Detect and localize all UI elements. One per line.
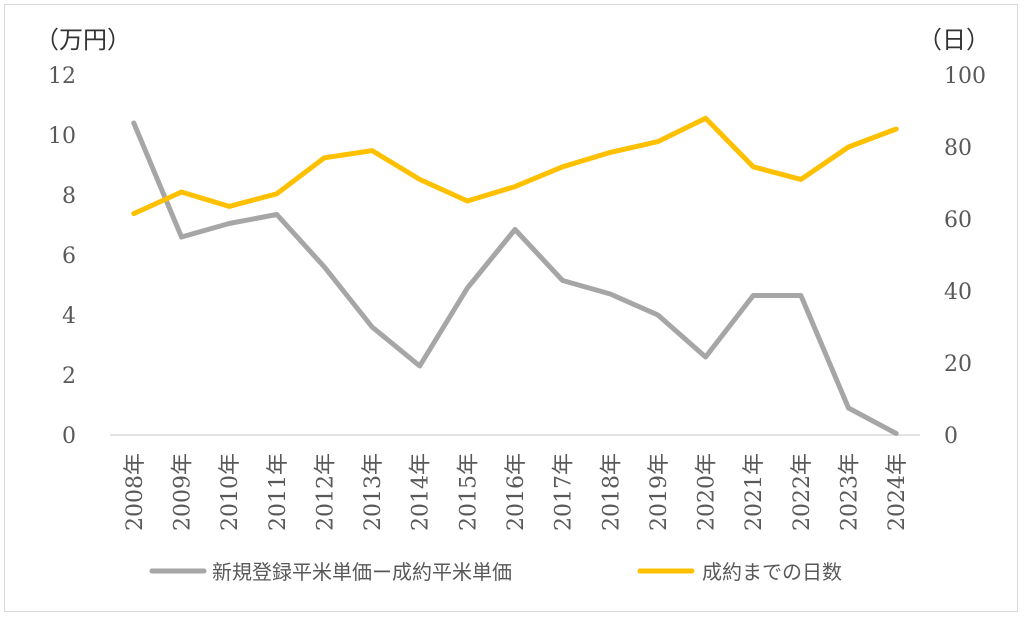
left-tick-label: 6: [62, 244, 76, 269]
right-tick-label: 100: [944, 64, 986, 89]
left-tick-label: 0: [62, 424, 76, 449]
left-axis-unit: （万円）: [35, 26, 131, 54]
x-tick-label: 2019年: [647, 453, 672, 531]
x-tick-label: 2009年: [170, 453, 195, 531]
x-tick-label: 2021年: [742, 453, 767, 531]
legend-label: 新規登録平米単価ー成約平米単価: [212, 560, 512, 584]
chart-frame: [4, 4, 1018, 612]
x-tick-label: 2008年: [123, 453, 148, 531]
series-line-days-to-contract: [131, 115, 899, 217]
legend-label: 成約までの日数: [702, 560, 842, 584]
series-line-price-gap: [131, 120, 899, 436]
x-tick-label: 2011年: [266, 453, 291, 531]
left-tick-label: 4: [62, 304, 76, 329]
right-tick-label: 20: [944, 352, 972, 377]
x-tick-label: 2022年: [790, 453, 815, 531]
left-tick-label: 10: [48, 124, 76, 149]
right-tick-label: 0: [944, 424, 958, 449]
right-tick-label: 60: [944, 208, 972, 233]
x-tick-label: 2012年: [313, 453, 338, 531]
x-tick-label: 2010年: [218, 453, 243, 531]
left-tick-label: 8: [62, 184, 76, 209]
x-tick-label: 2020年: [695, 453, 720, 531]
x-tick-label: 2023年: [838, 453, 863, 531]
x-tick-label: 2014年: [409, 453, 434, 531]
x-tick-label: 2015年: [456, 453, 481, 531]
x-tick-label: 2024年: [885, 453, 910, 531]
right-tick-label: 80: [944, 136, 972, 161]
right-tick-label: 40: [944, 280, 972, 305]
left-tick-label: 2: [62, 364, 76, 389]
left-tick-label: 12: [48, 64, 76, 89]
right-axis-unit: （日）: [918, 26, 990, 54]
x-tick-label: 2013年: [361, 453, 386, 531]
x-tick-label: 2016年: [504, 453, 529, 531]
x-tick-label: 2018年: [599, 453, 624, 531]
x-tick-label: 2017年: [552, 453, 577, 531]
